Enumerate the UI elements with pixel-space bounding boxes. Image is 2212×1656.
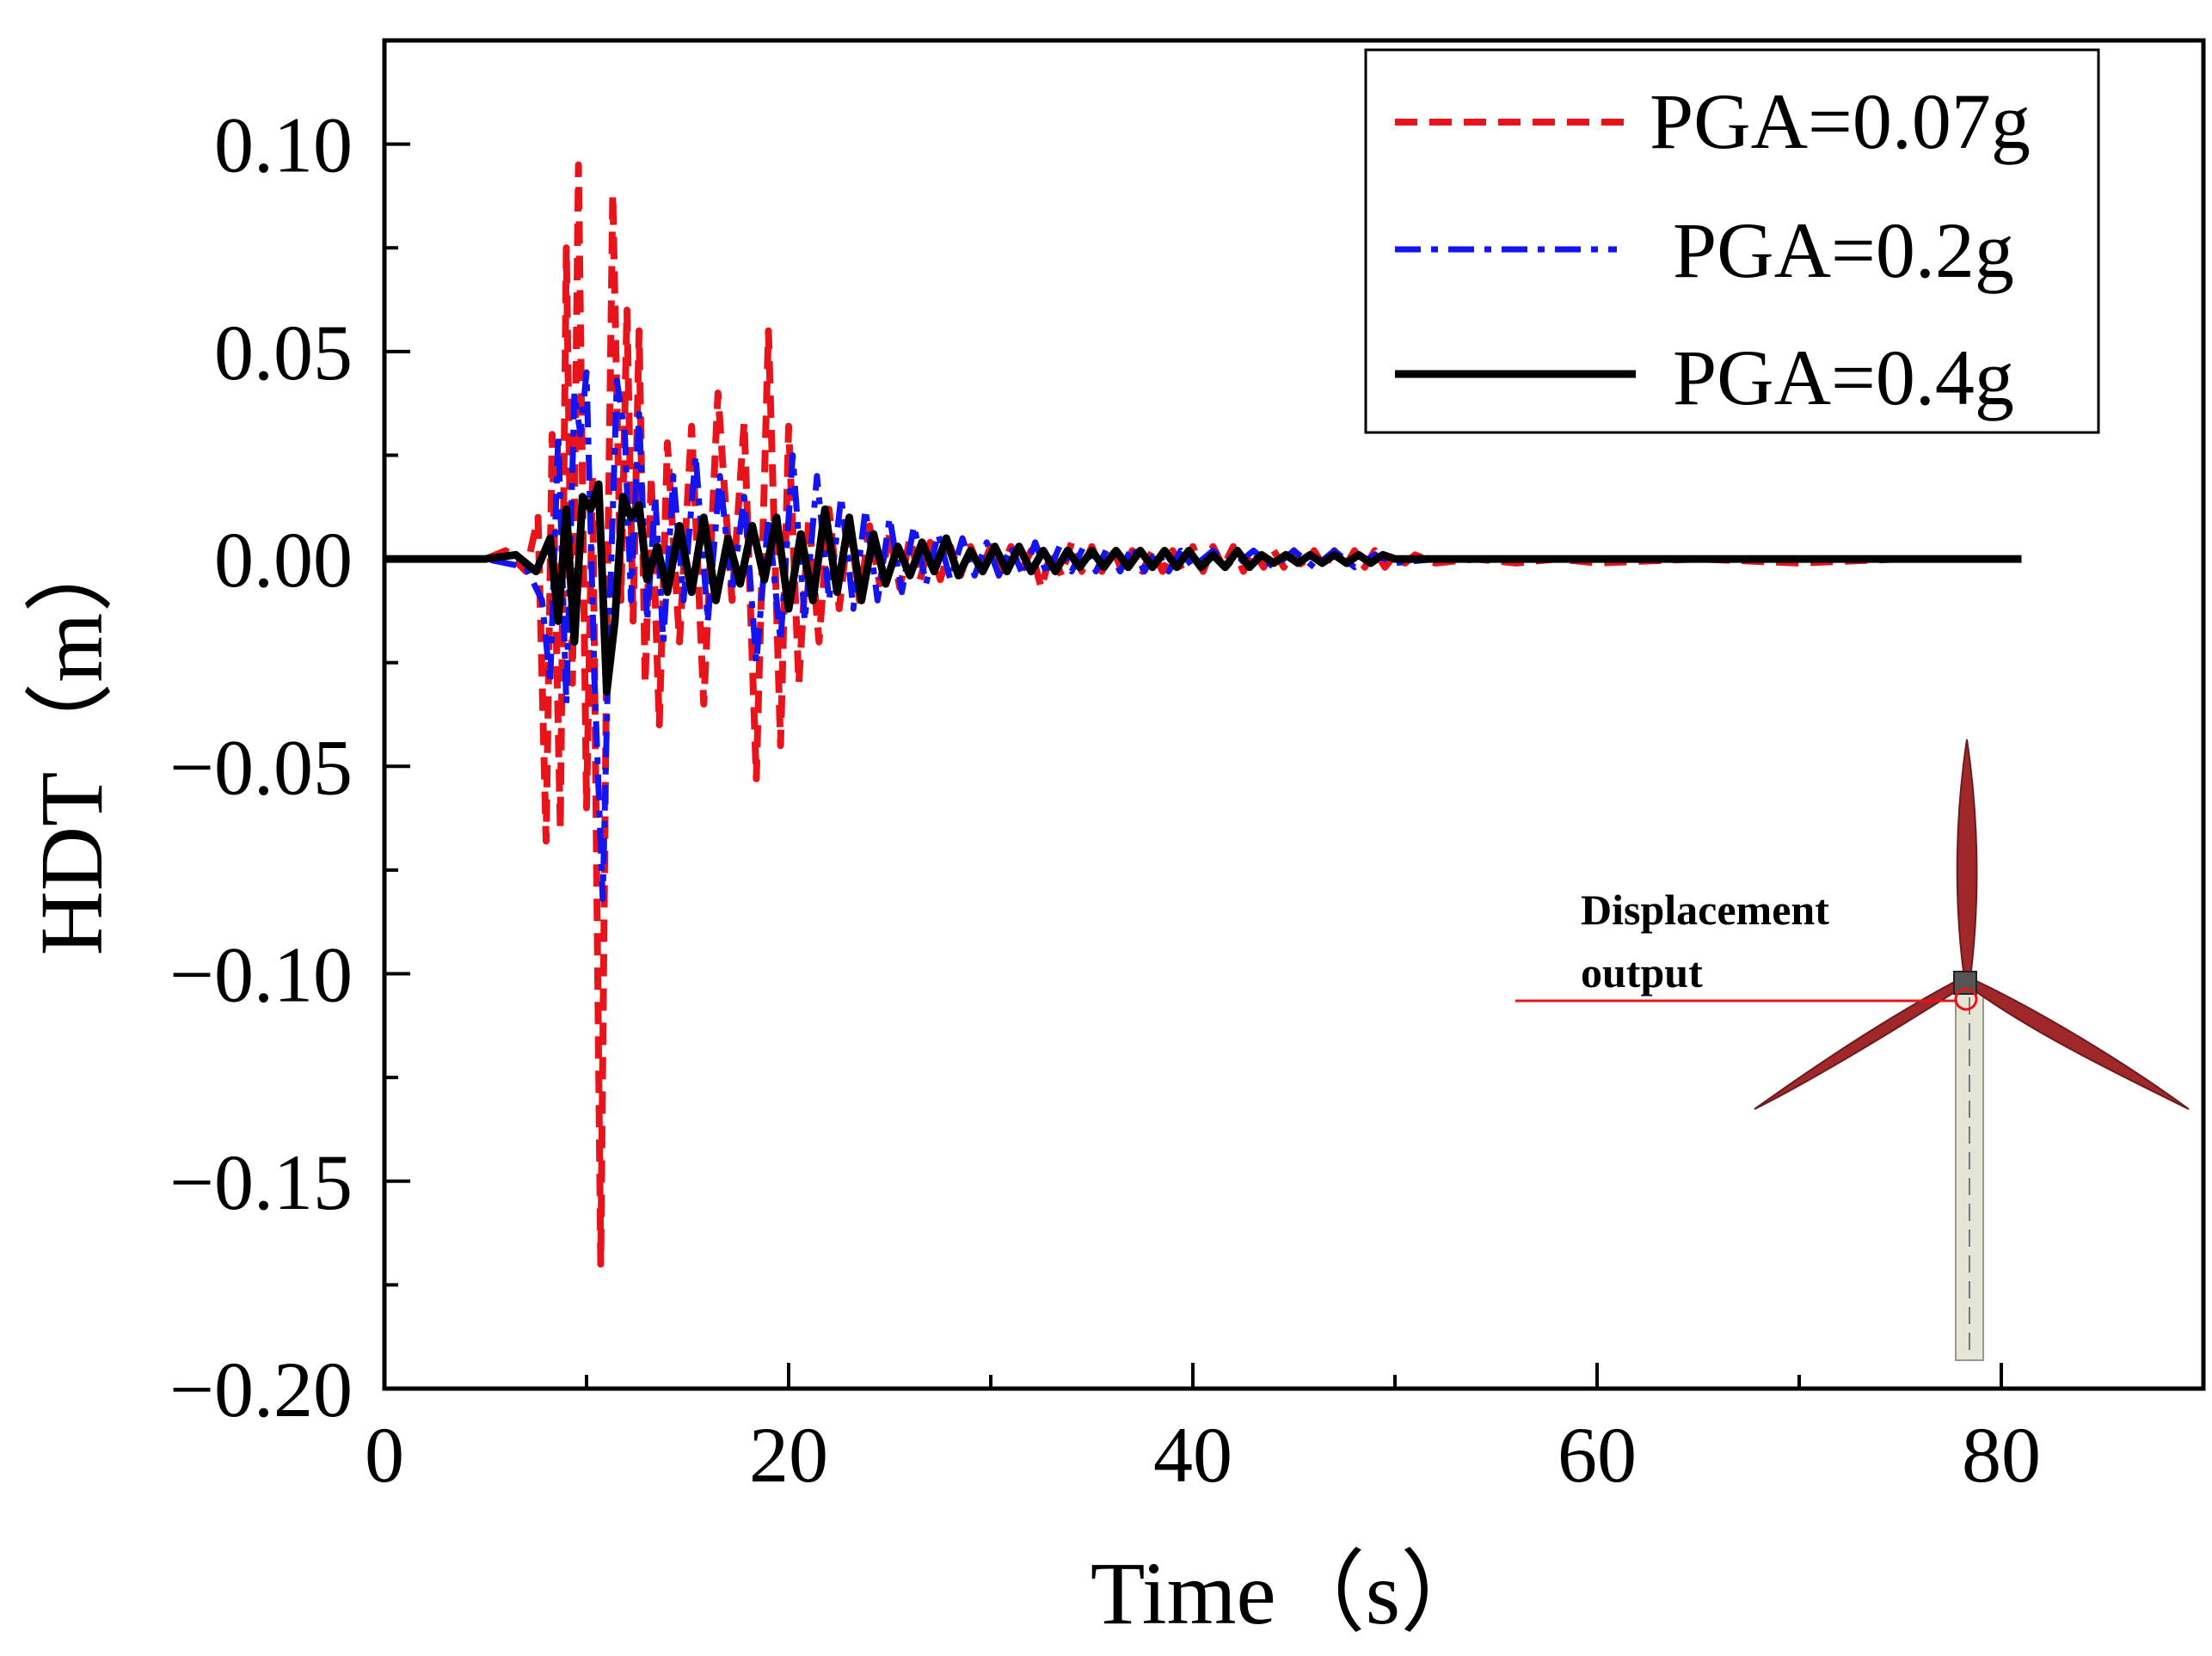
x-tick-label: 20 (749, 1411, 828, 1499)
x-axis-tick-labels: 0 20 40 60 80 (365, 1411, 2041, 1499)
plot-frame (382, 38, 2206, 1391)
legend: PGA=0.07g PGA=0.2g PGA=0.4g (1364, 48, 2100, 434)
y-tick-label: −0.20 (169, 1346, 353, 1433)
series-layer (384, 161, 2022, 1268)
y-axis-title: HDT（m） (22, 524, 121, 956)
legend-box (1364, 48, 2100, 434)
inset-label-line-1: Displacement (1581, 886, 1829, 934)
y-tick-label: −0.05 (169, 723, 353, 811)
y-tick-label: 0.05 (214, 309, 353, 396)
wind-turbine-illustration: Displacement output (1515, 739, 2190, 1361)
legend-label-pga-0-4g: PGA=0.4g (1673, 334, 2014, 421)
y-tick-label: 0.00 (214, 516, 353, 604)
inset-label-line-2: output (1581, 948, 1703, 997)
turbine-blade-left (1754, 977, 1964, 1110)
series-line-pga-0-4g (384, 480, 2022, 696)
displacement-output-marker (1954, 987, 1978, 1011)
turbine-blade-top (1956, 739, 1978, 985)
y-axis-ticks (384, 39, 410, 1390)
turbine-tower (1955, 990, 1984, 1361)
x-tick-label: 80 (1962, 1411, 2041, 1499)
x-axis-title: Time（s） (1091, 1544, 1490, 1643)
y-tick-label: 0.10 (214, 101, 353, 189)
x-tick-label: 60 (1558, 1411, 1637, 1499)
x-tick-label: 40 (1153, 1411, 1232, 1499)
legend-label-pga-0-2g: PGA=0.2g (1673, 206, 2014, 294)
y-axis-tick-labels: −0.20 −0.15 −0.10 −0.05 0.00 0.05 0.10 (169, 101, 353, 1433)
legend-label-pga-0-07g: PGA=0.07g (1650, 77, 2031, 165)
y-tick-label: −0.10 (169, 931, 353, 1019)
x-axis-ticks (383, 1363, 2205, 1389)
x-tick-label: 0 (365, 1411, 404, 1499)
turbine-blade-right (1974, 978, 2190, 1110)
y-tick-label: −0.15 (169, 1138, 353, 1226)
